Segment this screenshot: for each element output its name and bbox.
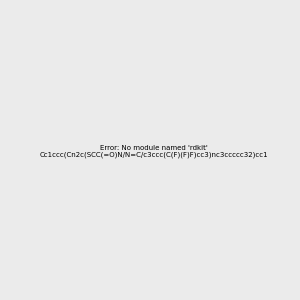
Text: Error: No module named 'rdkit'
Cc1ccc(Cn2c(SCC(=O)N/N=C/c3ccc(C(F)(F)F)cc3)nc3cc: Error: No module named 'rdkit' Cc1ccc(Cn…	[39, 145, 268, 158]
